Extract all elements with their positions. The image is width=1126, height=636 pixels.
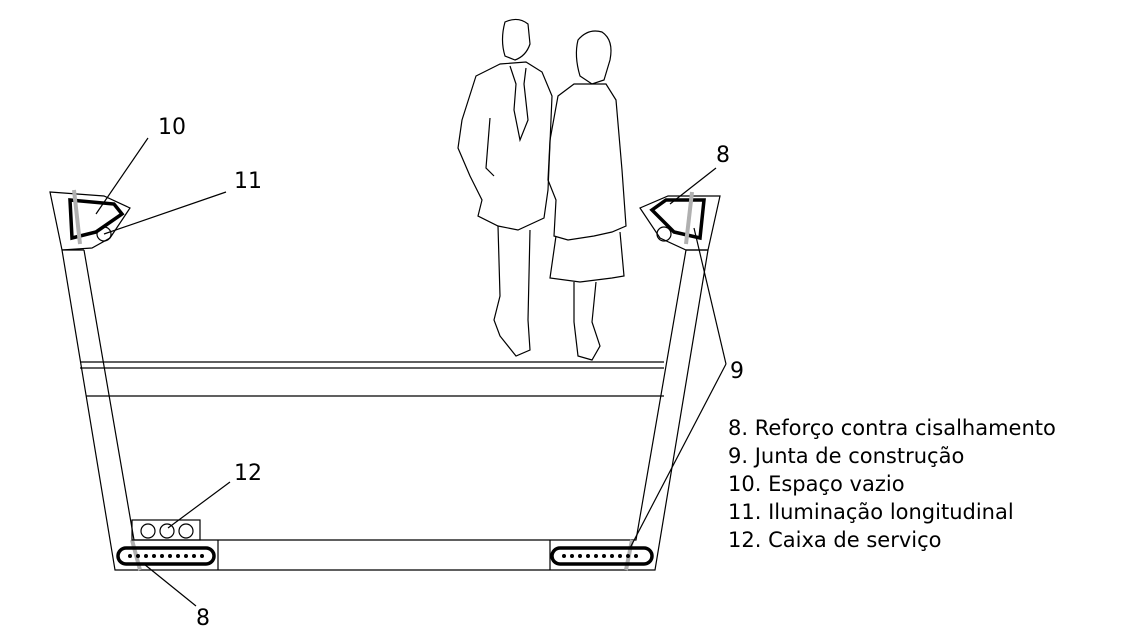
legend-item-construction-joint: 9. Junta de construção: [728, 444, 965, 468]
legend-list: 8. Reforço contra cisalhamento 9. Junta …: [728, 414, 1056, 554]
bottom-rebar-right: [550, 546, 654, 566]
legend-item-shear-reinforcement: 8. Reforço contra cisalhamento: [728, 416, 1056, 440]
legend-item-longitudinal-lighting: 11. Iluminação longitudinal: [728, 500, 1014, 524]
bottom-rebar-left: [116, 546, 216, 566]
void-space-right: [649, 198, 706, 242]
legend-item-void-space: 10. Espaço vazio: [728, 472, 905, 496]
callout-12: 12: [234, 461, 262, 486]
callout-8-top: 8: [716, 143, 730, 168]
void-space-left: [68, 198, 125, 242]
leader-lines: [95, 137, 727, 607]
legend-item-service-box: 12. Caixa de serviço: [728, 528, 942, 552]
service-box: [131, 519, 201, 541]
callout-8-bottom: 8: [196, 606, 210, 631]
callout-9: 9: [730, 359, 744, 384]
shear-reinforcement: [72, 189, 694, 571]
callout-10: 10: [158, 115, 186, 140]
callout-11: 11: [234, 169, 262, 194]
pedestrians-figure: [457, 18, 627, 361]
section-outline: [49, 191, 721, 571]
